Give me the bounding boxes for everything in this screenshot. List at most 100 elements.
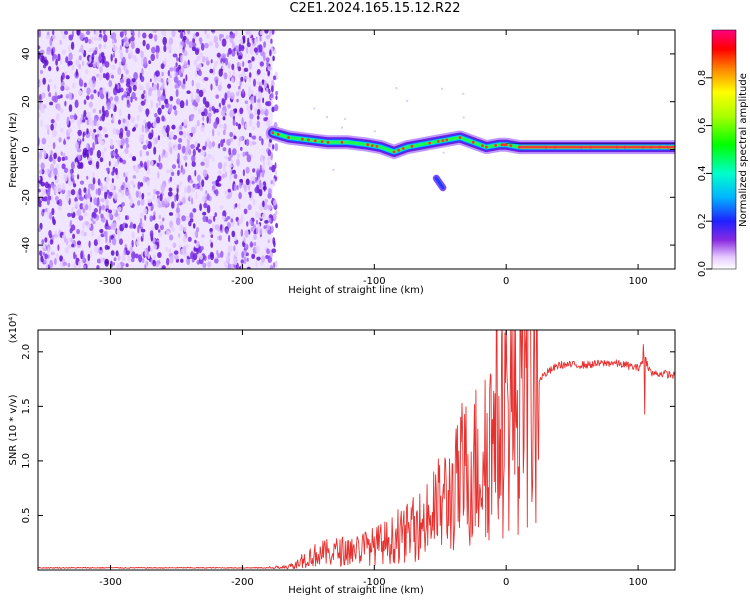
noise-blob — [250, 103, 253, 111]
noise-blob — [197, 63, 202, 69]
y-tick-label: 0.5 — [21, 508, 32, 524]
y-tick-label: 40 — [21, 48, 32, 61]
noise-blob — [154, 223, 159, 231]
x-tick-label: 100 — [629, 577, 648, 588]
noise-blob — [253, 78, 256, 87]
noise-blob — [253, 230, 257, 235]
noise-blob — [49, 259, 54, 268]
noise-blob — [221, 215, 226, 221]
trace-peak — [366, 143, 370, 147]
x-tick-label: -300 — [99, 577, 122, 588]
noise-blob — [103, 43, 107, 49]
noise-blob — [163, 44, 167, 53]
noise-blob — [228, 147, 232, 156]
noise-blob — [68, 60, 73, 66]
noise-blob — [250, 90, 254, 95]
noise-blob — [195, 191, 198, 200]
noise-blob — [272, 200, 277, 206]
noise-blob — [71, 174, 75, 179]
noise-blob — [148, 88, 152, 97]
noise-blob — [67, 237, 72, 243]
noise-blob — [86, 87, 91, 95]
noise-blob — [141, 192, 145, 200]
noise-blob — [187, 30, 190, 35]
noise-blob — [86, 128, 89, 135]
noise-blob — [103, 147, 107, 152]
noise-blob — [223, 129, 226, 136]
noise-blob — [161, 128, 165, 134]
noise-blob — [198, 37, 203, 42]
noise-blob — [245, 46, 249, 55]
noise-blob — [52, 129, 57, 138]
noise-blob — [143, 208, 148, 215]
noise-blob — [235, 122, 239, 127]
noise-blob — [128, 192, 131, 200]
noise-blob — [163, 132, 168, 137]
noise-blob — [124, 148, 129, 154]
noise-blob — [64, 30, 68, 35]
noise-blob — [141, 223, 145, 228]
noise-blob — [184, 186, 188, 194]
noise-blob — [103, 30, 106, 35]
noise-blob — [68, 167, 71, 175]
noise-blob — [78, 215, 84, 221]
noise-blob — [58, 205, 62, 211]
noise-blob — [79, 180, 85, 185]
colorbar: 0.0 0.2 0.4 0.6 0.8 Normalized spectral ampl… — [697, 29, 749, 277]
noise-blob — [196, 227, 200, 233]
noise-blob — [84, 204, 89, 211]
noise-blob — [70, 224, 76, 231]
noise-blob — [207, 254, 211, 260]
noise-blob — [82, 137, 85, 142]
noise-blob — [232, 148, 237, 156]
noise-blob — [213, 121, 218, 129]
noise-blob — [182, 35, 187, 41]
y-tick-label: -20 — [21, 189, 32, 205]
noise-blob — [175, 89, 179, 97]
noise-blob — [88, 38, 92, 45]
noise-blob — [88, 183, 93, 189]
noise-blob — [133, 184, 136, 188]
noise-blob — [143, 56, 148, 65]
noise-blob — [204, 162, 210, 168]
noise-blob — [236, 185, 239, 190]
noise-blob — [118, 108, 122, 117]
noise-blob — [254, 37, 259, 45]
noise-blob — [199, 254, 204, 260]
noise-blob — [54, 186, 58, 195]
noise-blob — [91, 133, 95, 140]
noise-blob — [249, 192, 252, 199]
trace-peak — [436, 140, 440, 143]
noise-blob — [38, 227, 41, 233]
noise-blob — [191, 161, 196, 168]
noise-blob — [40, 255, 44, 263]
noise-blob — [221, 109, 226, 117]
noise-blob — [145, 139, 149, 145]
noise-blob — [158, 203, 163, 208]
noise-blob — [105, 167, 110, 172]
noise-blob — [154, 75, 158, 84]
noise-blob — [176, 56, 179, 62]
noise-blob — [250, 227, 254, 232]
noise-blob — [50, 251, 55, 256]
noise-blob — [75, 59, 80, 67]
noise-blob — [132, 175, 137, 179]
noise-blob — [256, 256, 261, 261]
y-tick-label: 2.0 — [21, 344, 32, 360]
noise-blob — [180, 258, 184, 263]
noise-blob — [141, 68, 144, 76]
noise-blob — [121, 123, 126, 129]
noise-blob — [268, 142, 271, 148]
noise-blob — [107, 225, 112, 230]
noise-blob — [64, 85, 69, 90]
noise-blob — [214, 258, 219, 264]
noise-blob — [248, 132, 252, 138]
noise-blob — [152, 122, 157, 128]
noise-blob — [86, 30, 91, 35]
noise-blob — [148, 33, 153, 39]
noise-blob — [229, 34, 235, 39]
noise-blob — [159, 221, 163, 226]
colorbar-label: Normalized spectral amplitude — [738, 73, 749, 227]
noise-blob — [136, 114, 140, 122]
noise-blob — [76, 148, 82, 153]
